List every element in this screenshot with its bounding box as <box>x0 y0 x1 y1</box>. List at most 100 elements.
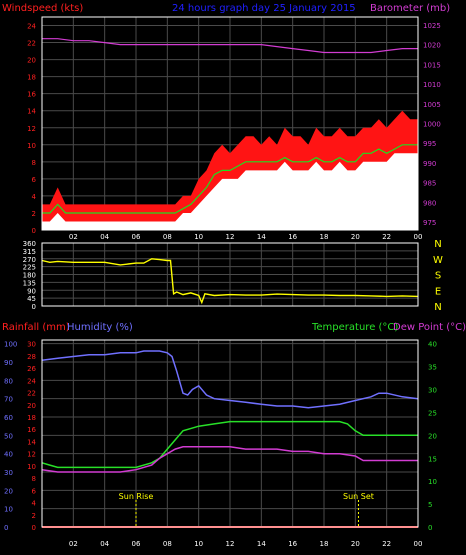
series-avg-area <box>42 153 418 230</box>
wind-y-tick-label: 10 <box>27 142 36 150</box>
humidity-y-tick-label: 20 <box>4 487 13 495</box>
direction-y-tick-label: 225 <box>23 264 36 272</box>
wind-y-tick-label: 16 <box>27 91 36 99</box>
wind-series <box>42 38 418 230</box>
barometer-y-tick-label: 1010 <box>423 81 441 89</box>
graph-title: 24 hours graph day 25 January 2015 <box>172 3 356 14</box>
sun-marker-label: Sun Set <box>343 492 374 501</box>
direction-frame <box>41 242 419 307</box>
temperature-y-tick-label: 0 <box>428 524 432 532</box>
direction-series <box>41 258 419 305</box>
temperature-y-tick-label: 35 <box>428 364 437 372</box>
rainfall-y-tick-label: 14 <box>27 438 36 446</box>
direction-y-tick-label: 315 <box>23 248 36 256</box>
direction-y-tick-label: 180 <box>23 272 36 280</box>
barometer-y-tick-label: 990 <box>423 160 436 168</box>
temperature-y-tick-label: 40 <box>428 341 437 349</box>
temperature-y-tick-label: 10 <box>428 478 437 486</box>
wind-x-tick-label: 14 <box>257 233 266 241</box>
compass-label: S <box>435 271 441 282</box>
temperature-y-tick-label: 5 <box>428 501 432 509</box>
rainfall-y-tick-label: 28 <box>27 353 36 361</box>
direction-y-tick-label: 0 <box>32 303 36 311</box>
wind-y-tick-label: 0 <box>32 227 36 235</box>
wind-x-ticks: 02 04 06 08 10 12 14 16 18 20 22 00 <box>69 233 423 241</box>
barometer-y-tick-label: 975 <box>423 219 436 227</box>
wind-x-tick-label: 12 <box>226 233 235 241</box>
rainfall-y-tick-label: 30 <box>27 341 36 349</box>
compass-label: W <box>433 255 443 266</box>
wind-x-tick-label: 22 <box>382 233 391 241</box>
wind-x-tick-label: 02 <box>69 233 78 241</box>
temperature-y-tick-label: 30 <box>428 387 437 395</box>
temperature-y-ticks: 0 5 10 15 20 25 30 35 40 <box>428 341 437 532</box>
barometer-y-tick-label: 995 <box>423 140 436 148</box>
temp-x-tick-label: 20 <box>351 540 360 548</box>
rainfall-y-tick-label: 12 <box>27 451 36 459</box>
wind-x-tick-label: 06 <box>132 233 141 241</box>
rainfall-y-tick-label: 4 <box>32 500 37 508</box>
series-dewpoint-line <box>41 446 418 473</box>
wind-x-tick-label: 18 <box>320 233 329 241</box>
wind-y-tick-label: 18 <box>27 74 36 82</box>
humidity-y-tick-label: 50 <box>4 432 13 440</box>
temp-x-tick-label: 06 <box>132 540 141 548</box>
temp-x-tick-label: 08 <box>163 540 172 548</box>
temp-x-tick-label: 22 <box>382 540 391 548</box>
compass-label: N <box>434 302 441 313</box>
compass-label: N <box>434 239 441 250</box>
barometer-axis-label: Barometer (mb) <box>370 3 450 14</box>
series-barometer-line <box>42 38 418 54</box>
temp-x-tick-label: 14 <box>257 540 266 548</box>
wind-x-tick-label: 00 <box>414 233 423 241</box>
wind-y-tick-label: 2 <box>32 210 36 218</box>
temp-x-tick-label: 12 <box>226 540 235 548</box>
wind-x-tick-label: 08 <box>163 233 172 241</box>
wind-y-tick-label: 8 <box>32 159 36 167</box>
temp-x-tick-label: 10 <box>194 540 203 548</box>
temp-frame <box>41 339 419 528</box>
wind-y-tick-label: 14 <box>27 108 36 116</box>
temp-x-tick-label: 04 <box>100 540 109 548</box>
direction-y-tick-label: 135 <box>23 279 36 287</box>
barometer-y-tick-label: 980 <box>423 199 436 207</box>
compass-label: E <box>435 286 441 297</box>
series-avg_line-line <box>42 144 418 214</box>
wind-frame <box>41 16 419 231</box>
humidity-y-tick-label: 70 <box>4 396 13 404</box>
wind-y-tick-label: 6 <box>32 176 37 184</box>
rainfall-y-tick-label: 10 <box>27 463 36 471</box>
direction-grid <box>42 242 419 307</box>
wind-x-tick-label: 20 <box>351 233 360 241</box>
wind-y-tick-label: 20 <box>27 57 36 65</box>
direction-y-tick-label: 90 <box>27 287 36 295</box>
direction-y-tick-label: 270 <box>23 256 36 264</box>
rainfall-y-tick-label: 16 <box>27 426 36 434</box>
temp-x-tick-label: 00 <box>414 540 423 548</box>
direction-y-tick-label: 360 <box>23 240 36 248</box>
wind-x-tick-label: 10 <box>194 233 203 241</box>
humidity-y-tick-label: 90 <box>4 359 13 367</box>
temp-x-ticks: 02 04 06 08 10 12 14 16 18 20 22 00 <box>69 540 423 548</box>
wind-y-tick-label: 12 <box>27 125 36 133</box>
humidity-y-tick-label: 30 <box>4 469 13 477</box>
humidity-y-tick-label: 60 <box>4 414 13 422</box>
barometer-y-tick-label: 1000 <box>423 121 441 129</box>
series-direction-line <box>41 258 419 305</box>
temp-x-tick-label: 18 <box>320 540 329 548</box>
temperature-y-tick-label: 20 <box>428 432 437 440</box>
humidity-y-tick-label: 40 <box>4 451 13 459</box>
direction-y-tick-label: 45 <box>27 295 36 303</box>
temp-grid <box>42 340 419 528</box>
humidity-y-ticks: 0 10 20 30 40 50 60 70 80 90 100 <box>4 341 17 532</box>
rainfall-y-tick-label: 18 <box>27 414 36 422</box>
rainfall-y-tick-label: 20 <box>27 402 36 410</box>
barometer-y-ticks: 975 980 985 990 995 1000 1005 1010 1015 1020 1025 <box>423 22 441 227</box>
